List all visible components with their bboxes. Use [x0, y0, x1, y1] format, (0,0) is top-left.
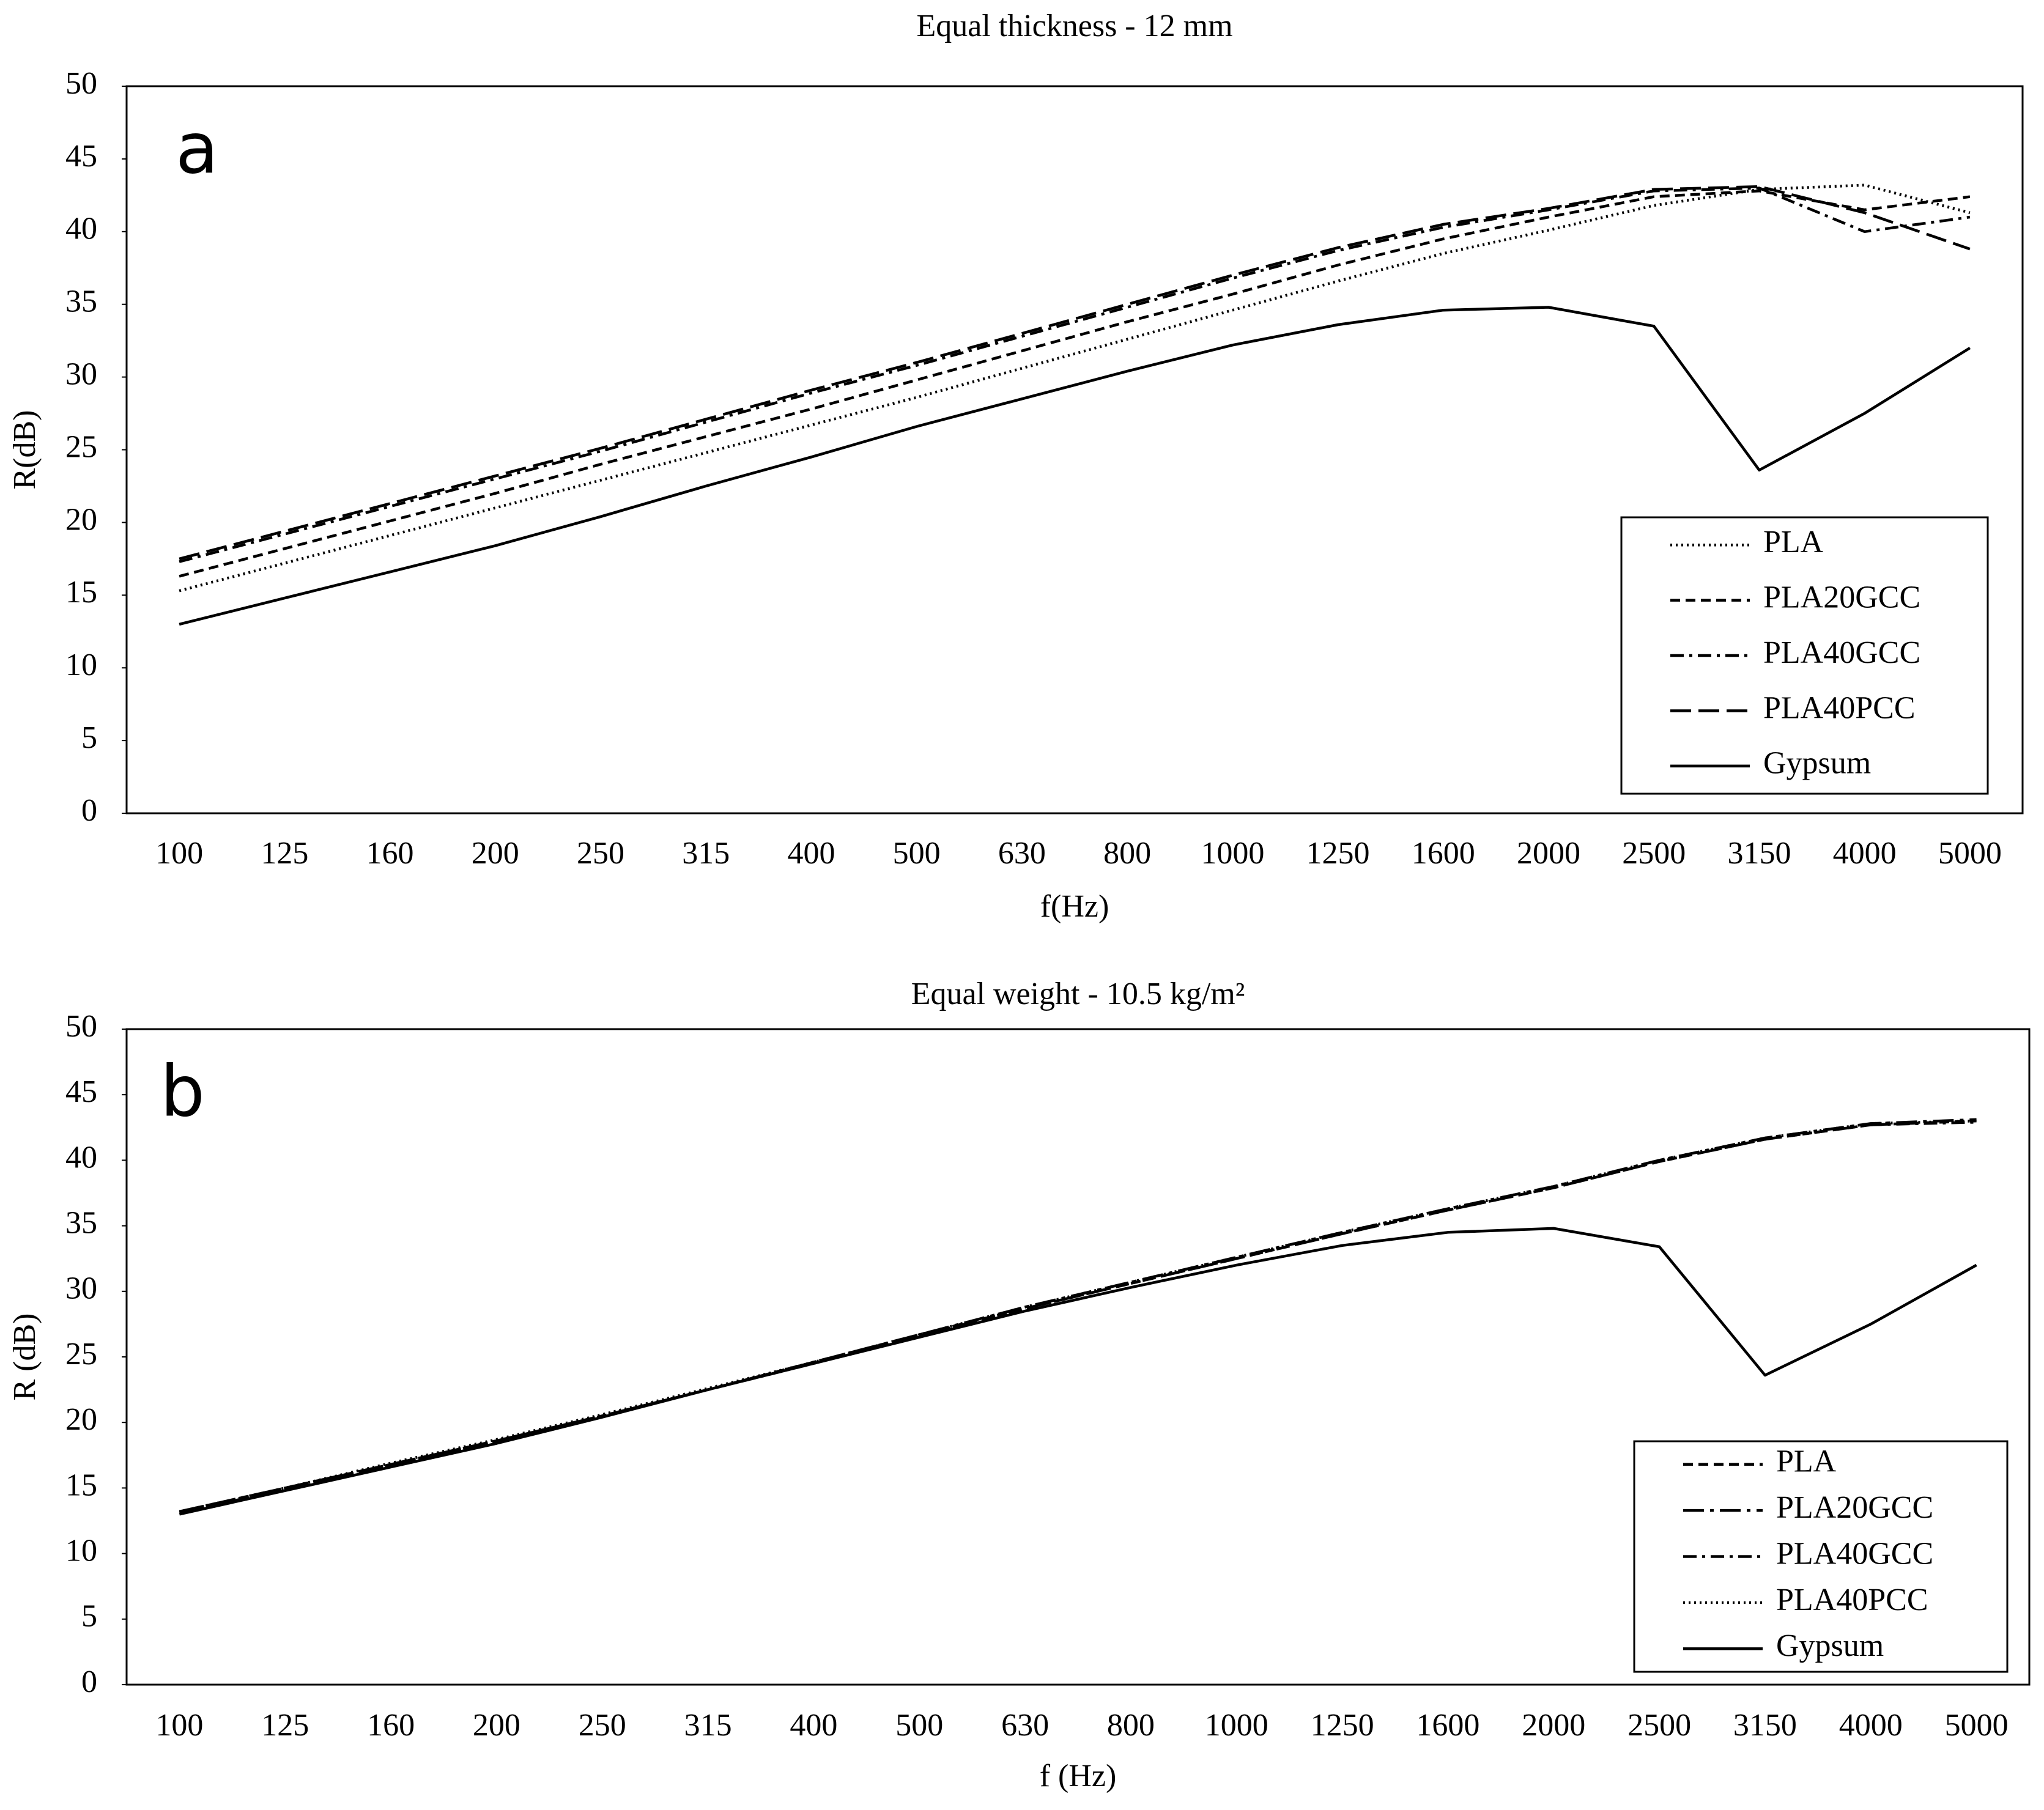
y-tick-label: 50 [65, 66, 97, 101]
x-tick-label: 125 [261, 1708, 309, 1743]
x-tick-label: 800 [1103, 836, 1151, 871]
y-axis-label: R (dB) [7, 1313, 42, 1401]
legend-label: PLA40GCC [1763, 635, 1920, 670]
x-tick-label: 315 [684, 1708, 732, 1743]
y-tick-label: 25 [65, 1337, 97, 1372]
y-tick-label: 15 [65, 575, 97, 610]
legend-label: PLA20GCC [1776, 1490, 1933, 1525]
legend-label: PLA40GCC [1776, 1536, 1933, 1571]
y-tick-label: 50 [65, 1009, 97, 1044]
x-tick-label: 315 [682, 836, 730, 871]
x-tick-label: 160 [366, 836, 414, 871]
series-line [179, 185, 1971, 561]
y-tick-label: 20 [65, 502, 97, 537]
y-tick-label: 35 [65, 1206, 97, 1241]
x-tick-label: 800 [1107, 1708, 1155, 1743]
x-tick-label: 630 [998, 836, 1046, 871]
panel-label: b [160, 1051, 205, 1133]
x-tick-label: 1600 [1416, 1708, 1479, 1743]
legend-label: PLA [1763, 525, 1824, 560]
legend-label: Gypsum [1776, 1628, 1884, 1663]
x-tick-label: 100 [155, 836, 203, 871]
y-tick-label: 30 [65, 1271, 97, 1306]
y-tick-label: 45 [65, 1074, 97, 1109]
x-tick-label: 200 [473, 1708, 520, 1743]
x-tick-label: 250 [577, 836, 624, 871]
x-tick-label: 1600 [1412, 836, 1475, 871]
y-tick-label: 30 [65, 357, 97, 392]
legend-label: PLA20GCC [1763, 580, 1920, 615]
y-tick-label: 10 [65, 648, 97, 682]
x-tick-label: 1000 [1201, 836, 1264, 871]
y-tick-label: 10 [65, 1534, 97, 1568]
x-tick-label: 1000 [1205, 1708, 1268, 1743]
x-tick-label: 5000 [1945, 1708, 2009, 1743]
panel-label: a [176, 108, 218, 190]
x-tick-label: 160 [367, 1708, 415, 1743]
x-tick-label: 400 [790, 1708, 837, 1743]
x-tick-label: 125 [261, 836, 308, 871]
legend-label: Gypsum [1763, 746, 1871, 781]
y-tick-label: 25 [65, 429, 97, 464]
y-tick-label: 45 [65, 139, 97, 174]
y-tick-label: 35 [65, 284, 97, 319]
y-tick-label: 15 [65, 1468, 97, 1502]
y-tick-label: 5 [81, 1599, 97, 1634]
series-line [179, 189, 1971, 578]
series-line [179, 1120, 1977, 1515]
x-tick-label: 3150 [1733, 1708, 1797, 1743]
y-tick-label: 40 [65, 212, 97, 246]
legend-label: PLA40PCC [1776, 1583, 1928, 1617]
x-tick-label: 1250 [1311, 1708, 1374, 1743]
x-tick-label: 2000 [1517, 836, 1580, 871]
x-tick-label: 250 [579, 1708, 626, 1743]
chart-title: Equal thickness - 12 mm [916, 9, 1232, 43]
x-axis-label: f(Hz) [1040, 889, 1109, 924]
x-tick-label: 200 [472, 836, 519, 871]
y-axis-label: R(dB) [7, 410, 42, 490]
x-tick-label: 5000 [1938, 836, 2002, 871]
x-tick-label: 3150 [1727, 836, 1791, 871]
x-tick-label: 2500 [1627, 1708, 1691, 1743]
x-tick-label: 2000 [1522, 1708, 1585, 1743]
x-tick-label: 4000 [1839, 1708, 1903, 1743]
x-tick-label: 500 [895, 1708, 943, 1743]
x-axis-label: f (Hz) [1040, 1759, 1117, 1793]
x-tick-label: 2500 [1622, 836, 1686, 871]
series-line [179, 183, 1971, 593]
legend-label: PLA [1776, 1444, 1837, 1479]
x-tick-label: 500 [893, 836, 941, 871]
y-tick-label: 20 [65, 1402, 97, 1437]
y-tick-label: 40 [65, 1140, 97, 1175]
series-line [179, 306, 1971, 626]
chart-title: Equal weight - 10.5 kg/m² [911, 977, 1245, 1011]
series-line [179, 1227, 1977, 1516]
x-tick-label: 400 [787, 836, 835, 871]
y-tick-label: 0 [81, 793, 97, 828]
x-tick-label: 4000 [1833, 836, 1897, 871]
x-tick-label: 1250 [1306, 836, 1370, 871]
x-tick-label: 630 [1001, 1708, 1049, 1743]
series-line [179, 187, 1971, 563]
x-tick-label: 100 [155, 1708, 203, 1743]
y-tick-label: 5 [81, 720, 97, 755]
y-tick-label: 0 [81, 1664, 97, 1699]
legend-label: PLA40PCC [1763, 690, 1916, 725]
